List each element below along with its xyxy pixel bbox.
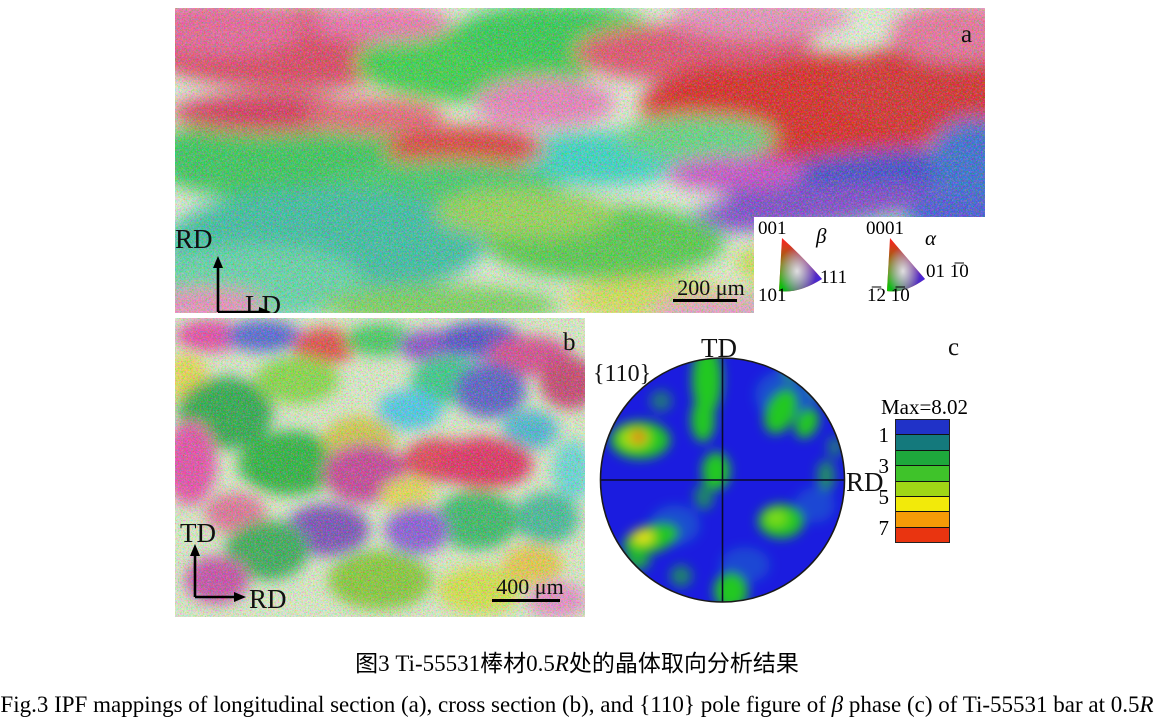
pole-family-label: {110}	[593, 361, 652, 387]
beta-ipf-triangle-icon	[779, 238, 822, 292]
panel-a-ipf-map: a RD LD 200 μm	[175, 8, 985, 313]
panel-b-scalebar-line	[492, 599, 560, 602]
colorbar-max-label: Max=8.02	[880, 395, 969, 419]
colorbar-band	[896, 450, 949, 467]
panel-b-axis-rd-label: RD	[249, 584, 287, 614]
colorbar-band	[896, 466, 949, 482]
beta-pole-001-label: 001	[758, 218, 787, 239]
pole-axis-rd-label: RD	[846, 467, 884, 497]
alpha-phase-label: α	[925, 226, 937, 250]
panel-a-axis-ld-label: LD	[245, 290, 281, 314]
alpha-pole-0110-label: 01 1̅0	[926, 261, 969, 282]
colorbar-tick-7: 7	[878, 516, 890, 540]
panel-a-label: a	[961, 21, 973, 48]
panel-b-scalebar-label: 400 μm	[496, 574, 564, 599]
panel-c-label: c	[948, 334, 960, 361]
colorbar-tick-3: 3	[878, 454, 890, 478]
panel-b-label: b	[563, 329, 576, 356]
panel-c-pole-figure: c {110} TD RD Max=8.02 1 3 5 7	[585, 325, 1005, 635]
panel-b-axis-td-label: TD	[180, 518, 216, 548]
panel-b-ipf-map: b TD RD 400 μm	[175, 318, 585, 617]
pole-axis-td-label: TD	[701, 333, 737, 363]
alpha-ipf-triangle-icon	[887, 238, 925, 292]
colorbar-tick-1: 1	[878, 423, 890, 447]
panel-b-axes-arrows-icon	[190, 544, 246, 602]
colorbar-band	[896, 420, 949, 436]
panel-a-axis-rd-label: RD	[175, 224, 213, 254]
beta-pole-101-label: 101	[758, 285, 787, 306]
ipf-triangles-icon	[779, 238, 925, 292]
colorbar-tick-5: 5	[878, 485, 890, 509]
panel-a-microstructure-image	[175, 8, 985, 313]
alpha-pole-1210-label: 1̅2 1̅0	[867, 285, 910, 306]
colorbar-band	[896, 435, 949, 451]
colorbar-band	[896, 481, 949, 497]
colorbar-band	[896, 512, 949, 528]
alpha-pole-0001-label: 0001	[866, 218, 904, 239]
pole-figure-plot	[599, 357, 846, 603]
panel-a-scalebar-line	[673, 299, 737, 302]
caption-chinese: 图3 Ti-55531棒材0.5R处的晶体取向分析结果	[355, 651, 799, 676]
panel-b-microstructure-image	[175, 318, 585, 617]
colorbar-band	[896, 496, 949, 513]
caption-english: Fig.3 IPF mappings of longitudinal secti…	[0, 692, 1154, 717]
panel-a-scalebar-label: 200 μm	[677, 275, 745, 300]
pole-figure-outline	[599, 357, 846, 603]
beta-phase-label: β	[816, 224, 827, 248]
colorbar	[895, 419, 950, 543]
panel-a-axes-arrows-icon	[213, 256, 271, 313]
beta-pole-111-label: 111	[820, 267, 848, 288]
colorbar-band	[896, 527, 949, 542]
ipf-color-key: 001 β 101 111 0001 α 1̅2 1̅0 01 1̅0	[754, 217, 985, 313]
